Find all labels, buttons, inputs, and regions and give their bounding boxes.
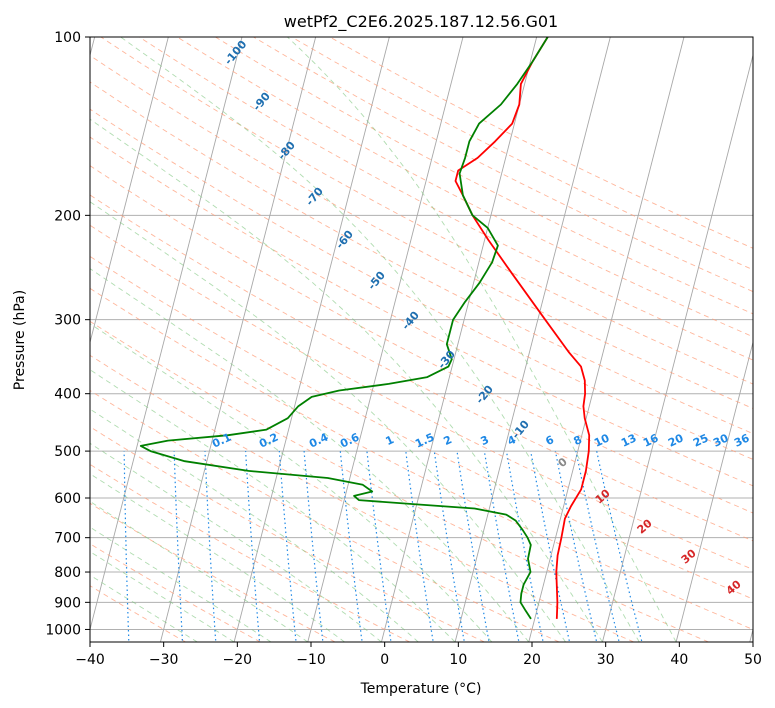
- background-lines: [90, 37, 753, 642]
- isotherm-line: [381, 37, 538, 642]
- isotherm-line: [454, 37, 611, 642]
- chart-title: wetPf2_C2E6.2025.187.12.56.G01: [284, 12, 558, 32]
- y-tick-label: 500: [54, 444, 81, 460]
- moist-adiabat-line: [90, 323, 493, 642]
- plot-frame: [89, 36, 754, 643]
- isotherm-line: [233, 37, 390, 642]
- x-tick-label: 30: [597, 652, 615, 668]
- dry-adiabat-line: [90, 136, 753, 487]
- y-tick-label: 400: [54, 387, 81, 403]
- moist-adiabat-line: [90, 442, 382, 642]
- moist-adiabat-line: [287, 37, 677, 642]
- moist-adiabat-line: [90, 500, 309, 642]
- x-tick-label: −30: [149, 652, 179, 668]
- x-tick-label: −10: [296, 652, 326, 668]
- isotherm-line: [90, 37, 169, 345]
- moist-adiabat-line: [90, 268, 530, 642]
- mixing-ratio-line: [405, 451, 434, 642]
- dry-adiabat-line: [90, 165, 753, 514]
- y-tick-label: 300: [54, 313, 81, 329]
- x-tick-label: 20: [523, 652, 541, 668]
- dry-adiabat-line: [90, 320, 709, 642]
- dewpoint-line: [139, 37, 549, 620]
- dry-adiabat-line: [90, 81, 753, 435]
- mixing-ratio-line: [278, 451, 297, 642]
- y-tick-label: 100: [54, 30, 81, 46]
- plot-area: [90, 37, 753, 642]
- dry-adiabat-line: [138, 37, 753, 361]
- dry-adiabat-line: [215, 37, 753, 315]
- isotherm-line: [602, 53, 753, 642]
- x-tick-label: −20: [223, 652, 253, 668]
- temperature-line: [454, 37, 591, 619]
- moist-adiabat-line: [90, 408, 419, 642]
- moist-adiabat-line: [90, 473, 345, 642]
- dry-adiabat-line: [100, 37, 753, 385]
- x-tick-label: 40: [670, 652, 688, 668]
- x-axis-title: Temperature (°C): [360, 681, 482, 697]
- mixing-ratio-line: [303, 451, 324, 642]
- y-axis-title: Pressure (hPa): [12, 290, 28, 390]
- mixing-ratio-line: [456, 451, 490, 642]
- mixing-ratio-line: [433, 451, 465, 642]
- axes: −40 −30 −20 −10 0 10 20 30 40 50 100 200 300 400 500 60…: [45, 30, 762, 668]
- mixing-ratio-label: 36: [732, 431, 752, 449]
- dry-adiabat-line: [90, 54, 753, 410]
- mixing-ratio-line: [173, 451, 184, 642]
- x-tick-label: 10: [449, 652, 467, 668]
- moist-adiabat-line: [120, 37, 640, 642]
- y-tick-label: 600: [54, 491, 81, 507]
- x-tick-label: 50: [744, 652, 762, 668]
- isotherm-line: [90, 37, 243, 632]
- y-tick-label: 1000: [45, 622, 81, 638]
- dry-adiabat-line: [90, 354, 634, 642]
- mixing-ratio-label: 13: [619, 431, 638, 449]
- mixing-ratio-line: [204, 451, 217, 642]
- dry-adiabat-line: [90, 224, 753, 571]
- dry-adiabat-line: [90, 389, 560, 642]
- x-tick-label: 0: [380, 652, 389, 668]
- mixing-ratio-line: [483, 450, 520, 642]
- isotherm-line: [528, 37, 685, 642]
- dry-adiabat-line: [90, 194, 753, 542]
- isotherm-line: [749, 627, 753, 642]
- mixing-ratio-label: 16: [641, 431, 661, 449]
- x-tick-label: −40: [75, 652, 105, 668]
- isotherm-line: [160, 37, 317, 642]
- dry-adiabat-line: [90, 585, 186, 642]
- profiles: [139, 37, 591, 620]
- y-tick-label: 900: [54, 595, 81, 611]
- mixing-ratio-label: 30: [711, 431, 731, 449]
- dry-adiabat-line: [90, 463, 410, 642]
- mixing-ratio-label: 20: [666, 431, 686, 449]
- mixing-ratio-line: [123, 451, 130, 642]
- moist-adiabat-line: [90, 369, 456, 642]
- mixing-ratio-label: 10: [592, 431, 612, 449]
- y-tick-label: 700: [54, 531, 81, 547]
- mixing-ratio-line: [245, 451, 261, 642]
- y-tick-label: 200: [54, 208, 81, 224]
- isotherm-line: [675, 340, 753, 642]
- y-tick-label: 800: [54, 565, 81, 581]
- dry-adiabat-line: [90, 255, 753, 600]
- mixing-ratio-label: 25: [691, 431, 710, 449]
